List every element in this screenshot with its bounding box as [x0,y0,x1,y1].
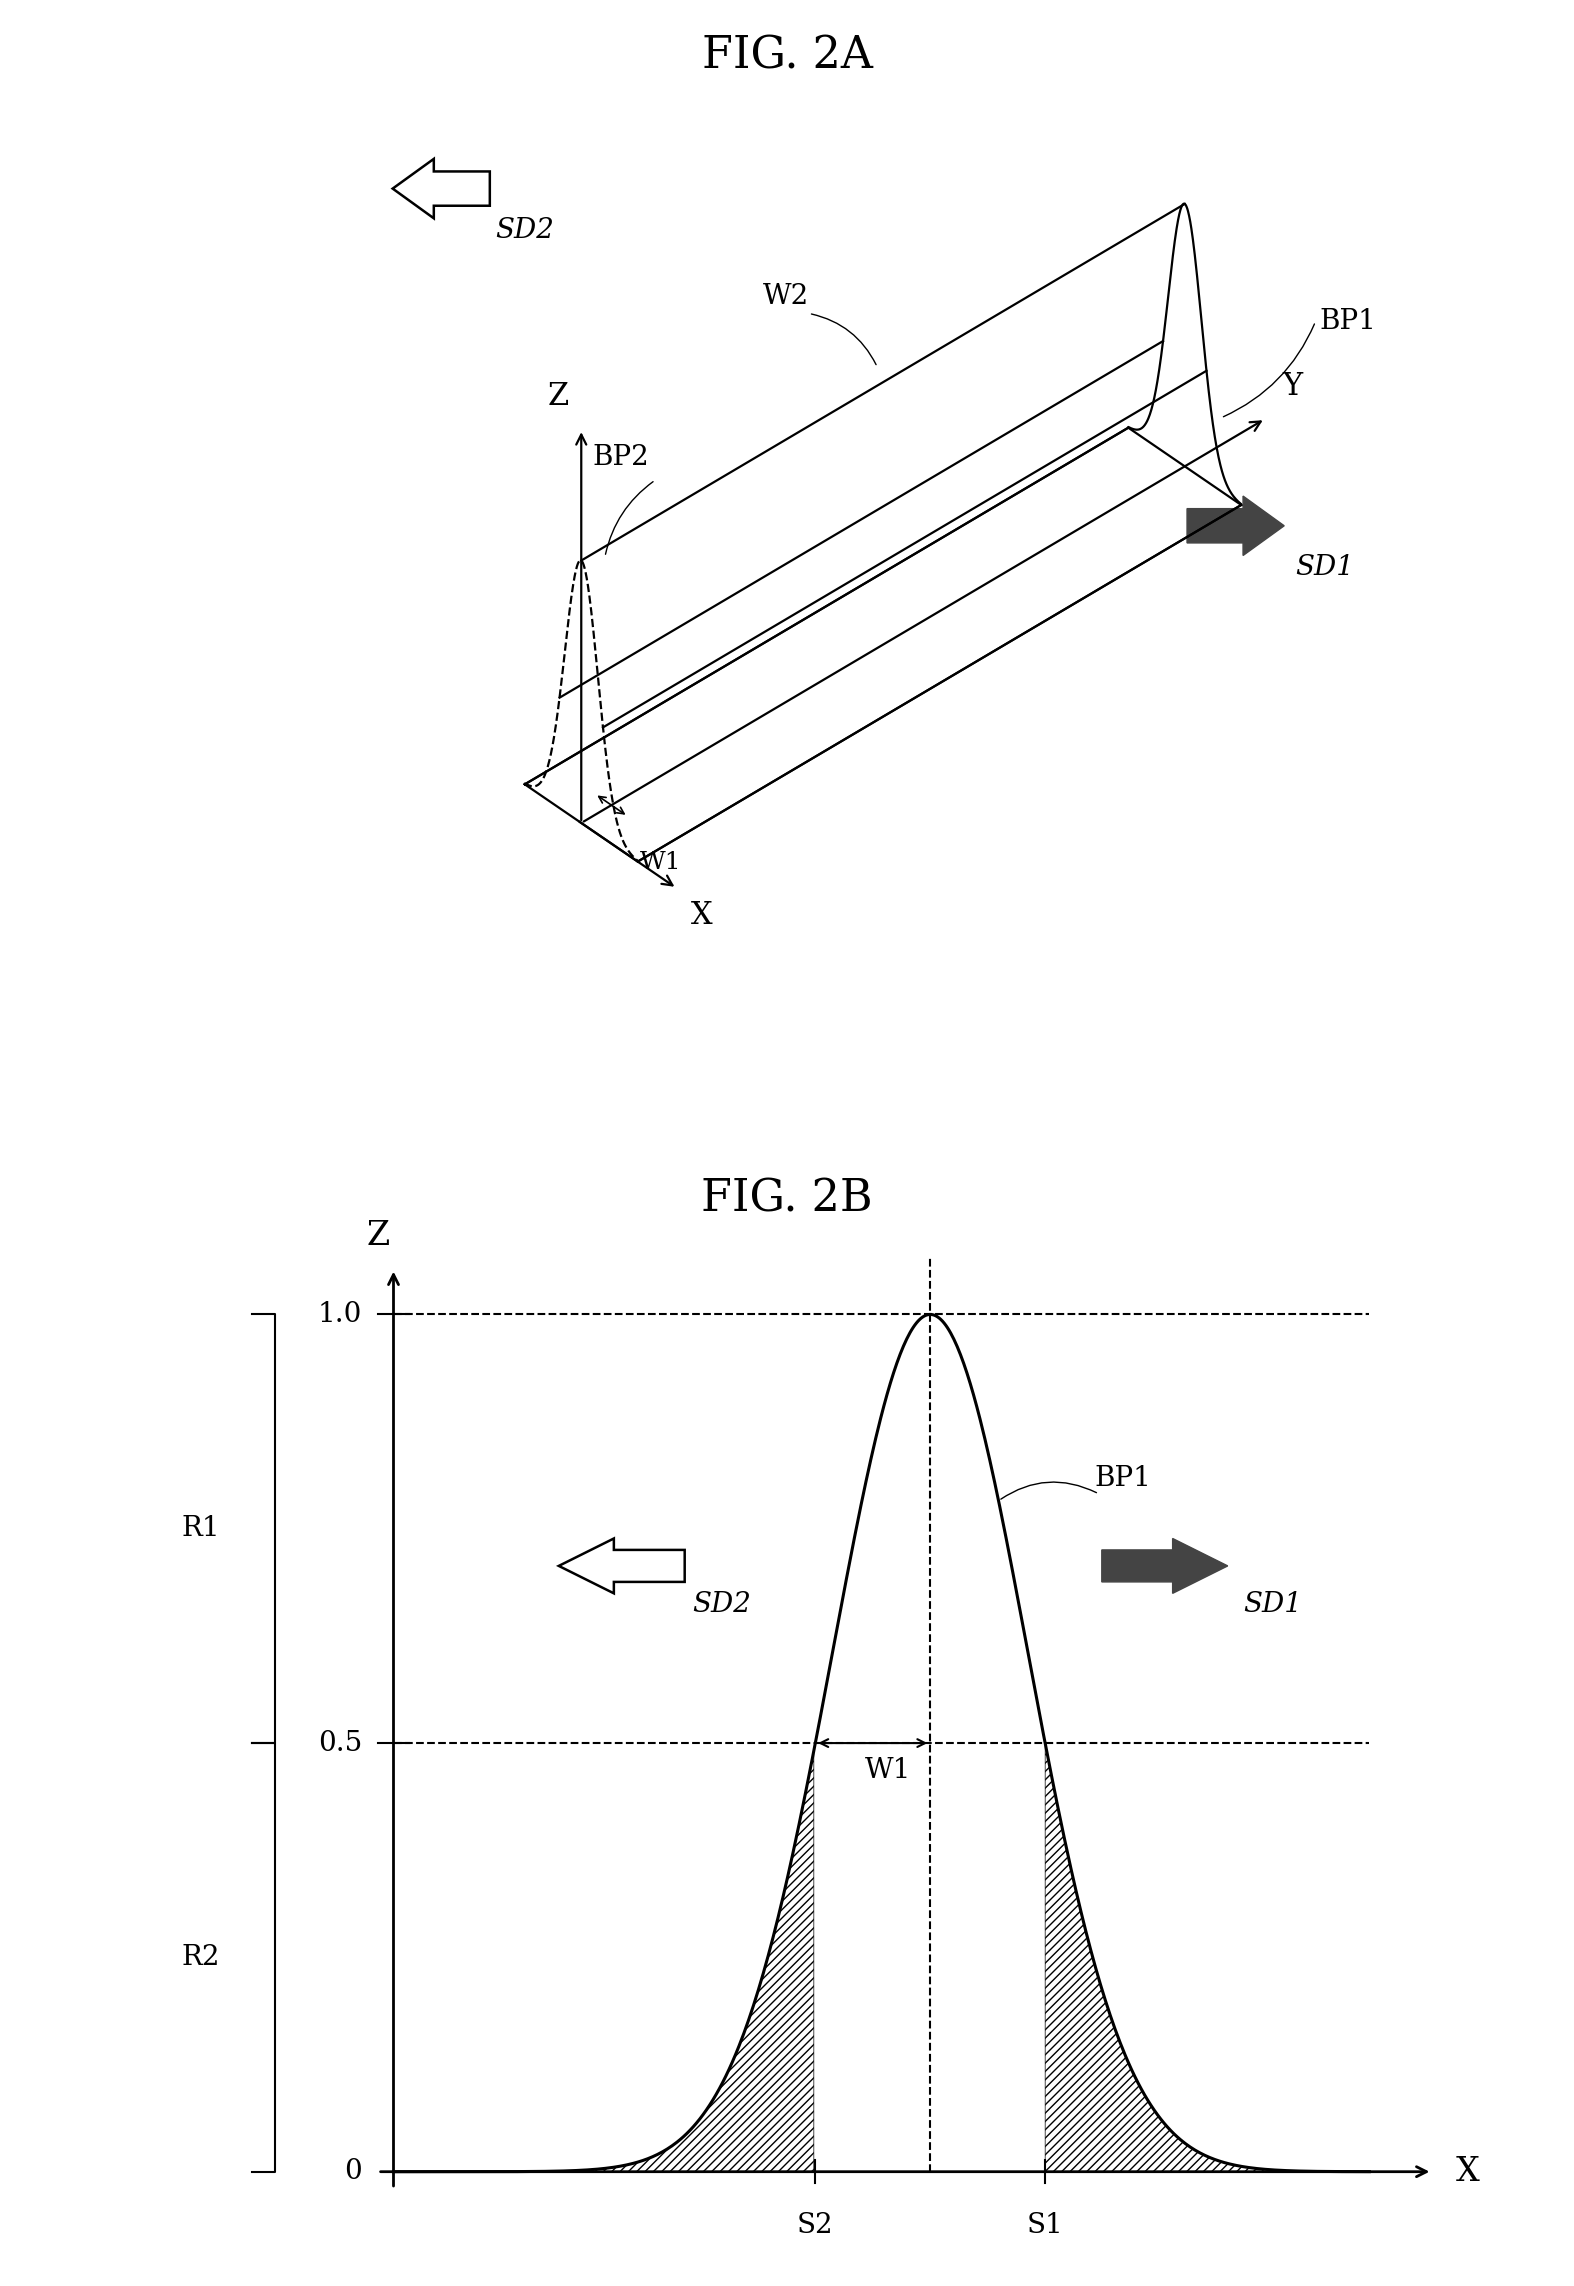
FancyArrow shape [1187,496,1284,555]
Text: 0: 0 [345,2158,362,2185]
Text: Y: Y [1283,370,1303,402]
FancyArrow shape [392,160,490,219]
Text: BP2: BP2 [592,443,648,471]
Text: S1: S1 [1026,2213,1064,2238]
Text: FIG. 2B: FIG. 2B [700,1177,874,1221]
Text: BP1: BP1 [1319,309,1376,336]
Text: SD2: SD2 [693,1591,751,1618]
Text: W2: W2 [763,283,809,311]
Text: W1: W1 [866,1756,911,1783]
Text: R1: R1 [181,1516,220,1543]
Text: 0.5: 0.5 [318,1731,362,1756]
Text: S2: S2 [796,2213,834,2238]
Text: FIG. 2A: FIG. 2A [702,34,872,78]
Text: X: X [691,901,711,930]
Text: Z: Z [548,382,570,411]
Text: R2: R2 [183,1943,220,1971]
Text: X: X [1456,2156,1480,2188]
Text: SD2: SD2 [496,217,554,245]
Text: W1: W1 [641,850,682,873]
Text: SD1: SD1 [1295,553,1355,581]
FancyArrow shape [559,1538,685,1593]
Text: 1.0: 1.0 [318,1301,362,1328]
Text: Z: Z [367,1221,389,1250]
Text: BP1: BP1 [1094,1465,1151,1490]
FancyArrow shape [1102,1538,1228,1593]
Text: SD1: SD1 [1243,1591,1302,1618]
